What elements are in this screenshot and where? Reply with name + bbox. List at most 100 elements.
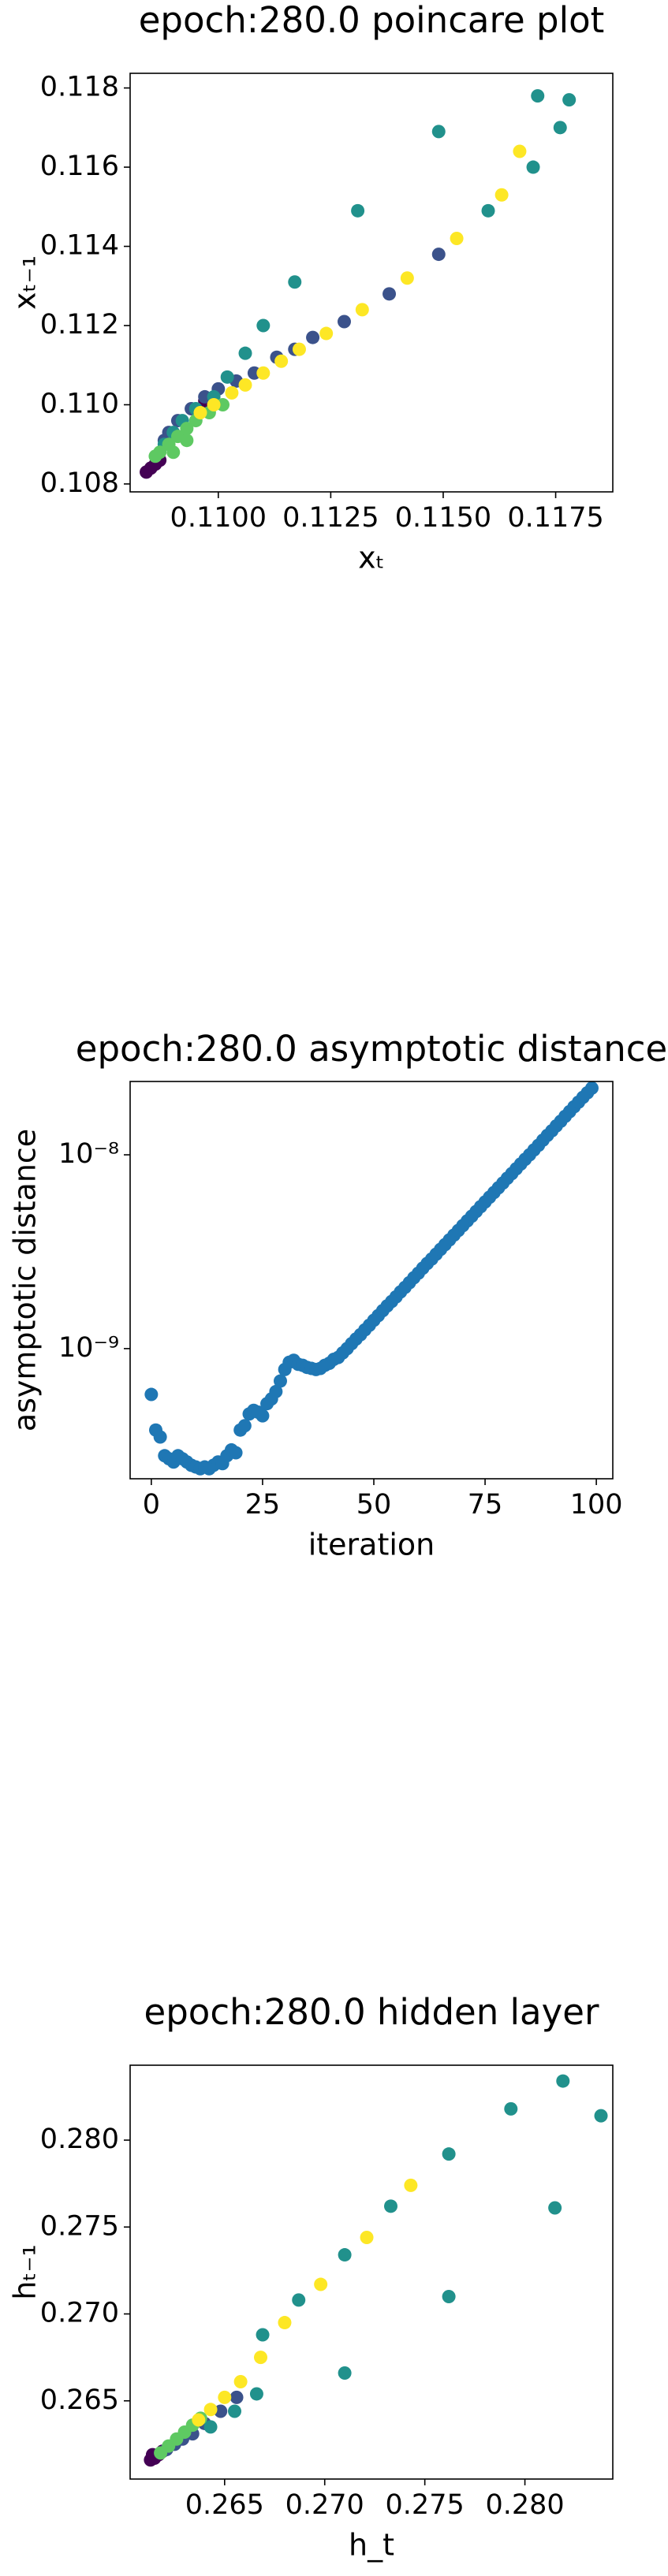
y-tick-label: 0.112 <box>40 309 119 341</box>
point <box>214 2404 228 2418</box>
point <box>256 366 271 380</box>
y-tick-label: 0.118 <box>40 72 119 103</box>
point <box>256 2328 270 2342</box>
point <box>256 1409 270 1423</box>
plot-frame <box>129 1081 614 1480</box>
point <box>193 406 207 420</box>
point <box>531 89 545 103</box>
x-axis-label: h_t <box>349 2528 394 2563</box>
point <box>553 121 567 135</box>
y-axis-label: xₜ₋₁ <box>8 255 43 310</box>
x-tick-label: 0.1150 <box>395 502 491 534</box>
x-tick-label: 0.265 <box>185 2489 264 2521</box>
point <box>562 93 577 107</box>
y-tick-label: 10⁻⁹ <box>58 1332 119 1364</box>
y-tick-label: 0.275 <box>40 2210 119 2242</box>
point <box>228 2404 242 2418</box>
point <box>450 231 464 245</box>
x-tick-label: 0.270 <box>285 2489 364 2521</box>
point <box>481 203 495 218</box>
point <box>229 1446 243 1460</box>
y-tick-label: 0.116 <box>40 151 119 182</box>
y-tick-label: 0.114 <box>40 230 119 262</box>
point <box>292 2293 306 2307</box>
point <box>584 1081 599 1095</box>
y-tick-label: 0.280 <box>40 2124 119 2155</box>
point <box>548 2201 562 2215</box>
plot-frame <box>129 2064 614 2480</box>
point <box>504 2101 518 2116</box>
point <box>431 125 446 139</box>
x-tick-label: 0.275 <box>386 2489 465 2521</box>
point <box>238 378 252 392</box>
point <box>400 271 414 285</box>
y-axis-label: asymptotic distance <box>8 1129 43 1431</box>
point <box>153 1430 167 1444</box>
point <box>249 2387 263 2401</box>
point <box>337 315 351 329</box>
point <box>203 2403 218 2417</box>
point <box>207 397 221 411</box>
point <box>442 2147 456 2161</box>
point <box>292 342 306 356</box>
x-axis-label: iteration <box>308 1528 435 1562</box>
point <box>256 318 271 333</box>
y-tick-label: 0.108 <box>40 467 119 499</box>
x-tick-label: 75 <box>468 1489 503 1521</box>
point <box>230 2390 244 2404</box>
point <box>556 2074 570 2088</box>
point <box>225 385 239 400</box>
point <box>383 287 397 301</box>
point <box>269 1384 283 1398</box>
point <box>442 2289 456 2303</box>
point <box>180 434 194 448</box>
point <box>288 275 302 289</box>
point <box>404 2178 418 2192</box>
point <box>274 354 289 368</box>
y-tick-label: 10⁻⁸ <box>58 1138 119 1170</box>
point <box>594 2109 608 2123</box>
x-axis-label: xₜ <box>358 541 385 575</box>
point <box>360 2231 374 2245</box>
x-tick-label: 50 <box>356 1489 392 1521</box>
point <box>513 144 527 158</box>
x-tick-label: 0.1100 <box>170 502 267 534</box>
point <box>220 370 234 384</box>
point <box>314 2277 328 2291</box>
x-tick-label: 0.280 <box>485 2489 564 2521</box>
point <box>338 2248 352 2262</box>
point <box>526 160 540 174</box>
chart-title: epoch:280.0 asymptotic distance <box>76 1028 667 1070</box>
point <box>494 188 509 202</box>
point <box>237 1419 252 1433</box>
point <box>351 203 365 218</box>
point <box>144 1387 159 1402</box>
point <box>383 2199 397 2213</box>
y-tick-label: 0.270 <box>40 2298 119 2329</box>
point <box>233 2375 248 2389</box>
point <box>192 2413 206 2427</box>
point <box>203 2420 218 2434</box>
point <box>180 422 194 436</box>
x-tick-label: 100 <box>570 1489 623 1521</box>
chart-title: epoch:280.0 hidden layer <box>144 1991 599 2033</box>
x-tick-label: 0.1125 <box>282 502 379 534</box>
point <box>319 326 334 341</box>
point <box>273 1374 287 1388</box>
point <box>238 346 252 360</box>
y-tick-label: 0.265 <box>40 2384 119 2416</box>
x-tick-label: 0.1175 <box>507 502 603 534</box>
point <box>306 330 320 344</box>
chart-title: epoch:280.0 poincare plot <box>139 0 605 41</box>
point <box>278 2316 292 2330</box>
point <box>218 2390 232 2404</box>
x-tick-label: 25 <box>245 1489 281 1521</box>
point <box>148 449 162 463</box>
point <box>254 2351 268 2365</box>
point <box>431 248 446 262</box>
point <box>355 303 369 317</box>
point <box>338 2366 352 2380</box>
point <box>140 465 154 479</box>
plot-frame <box>129 73 614 493</box>
